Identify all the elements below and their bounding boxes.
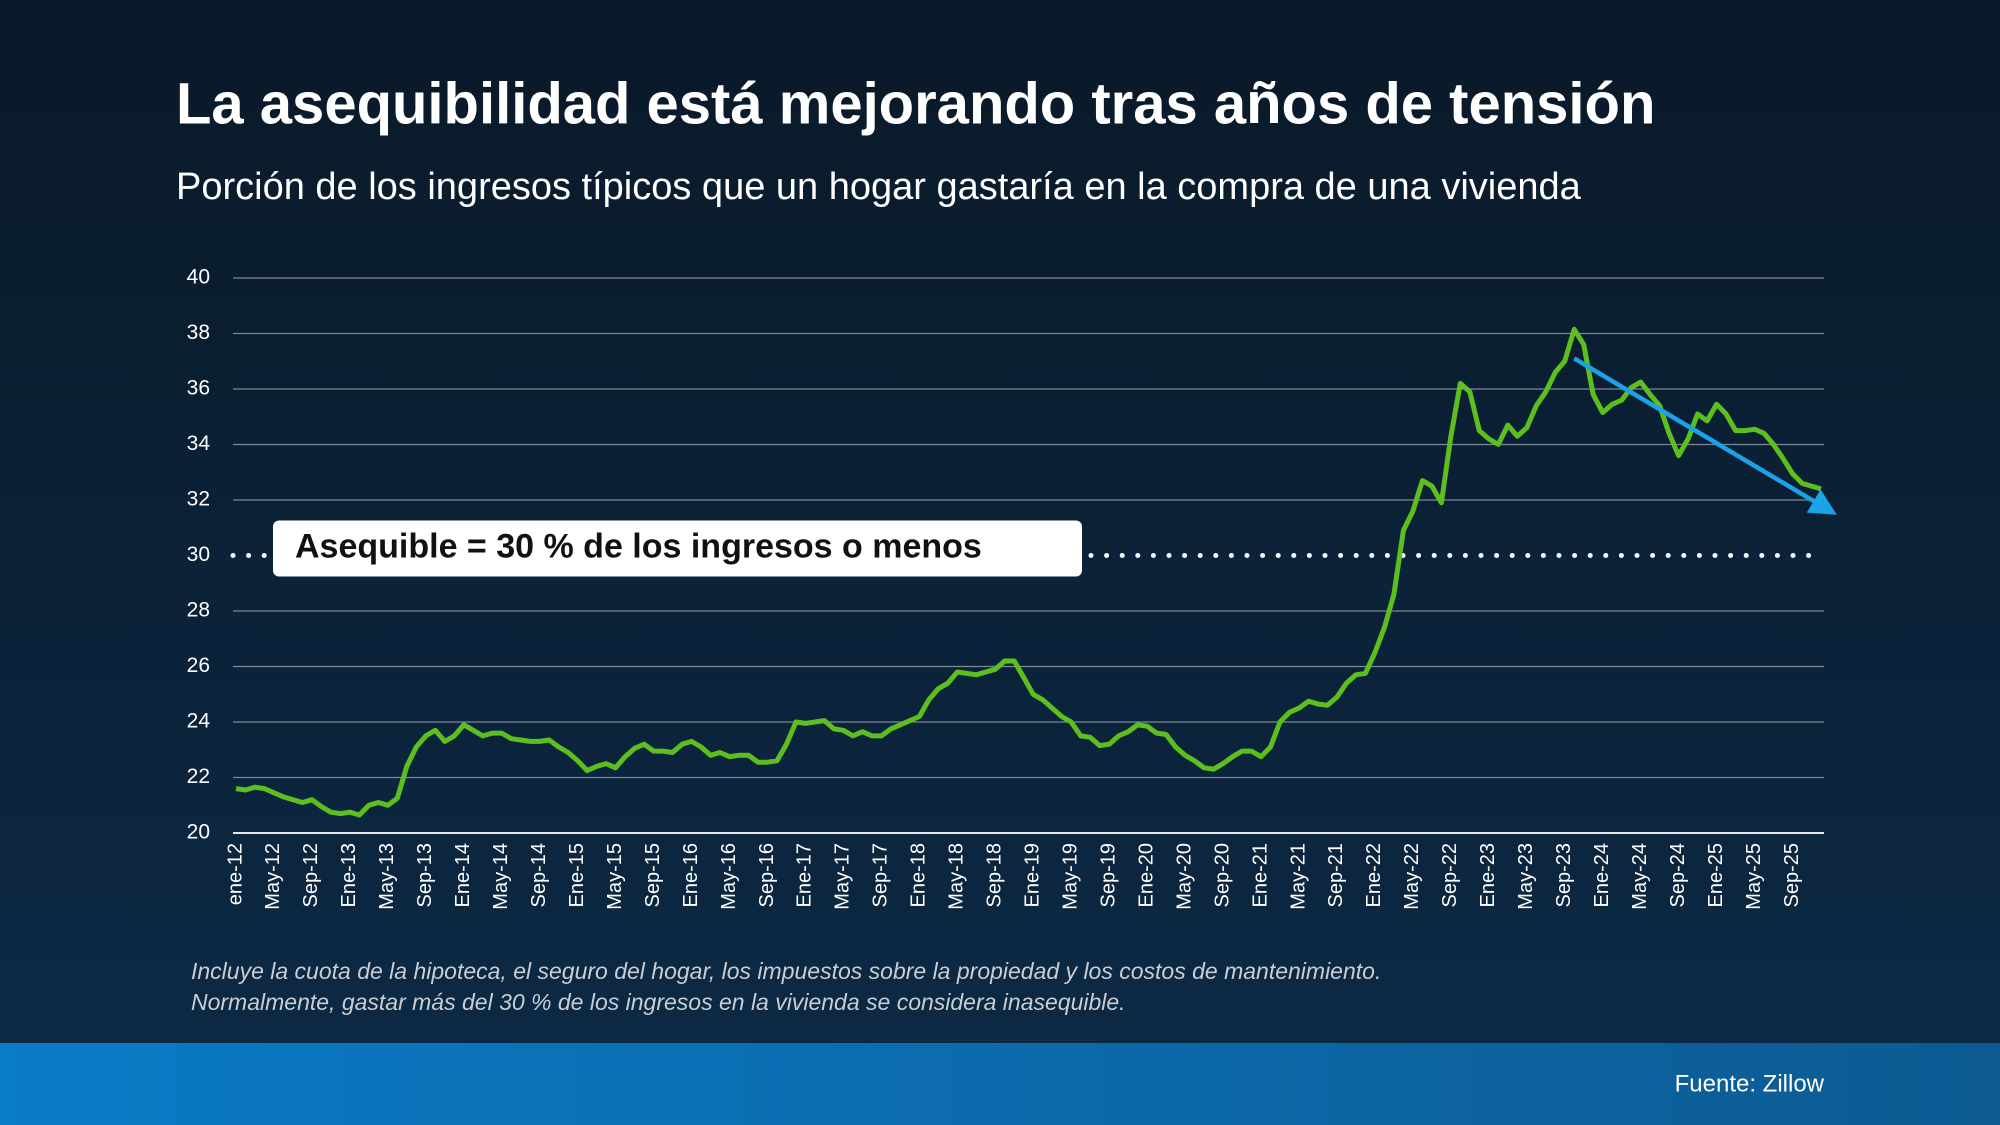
x-tick-label: May-25 <box>1743 843 1765 910</box>
x-tick-label: May-24 <box>1629 843 1651 910</box>
x-tick-label: Ene-21 <box>1249 843 1271 908</box>
y-tick-label: 22 <box>187 765 210 788</box>
x-tick-label: May-15 <box>604 843 626 910</box>
annotation-label: Asequible = 30 % de los ingresos o menos <box>295 527 982 565</box>
x-tick-label: Ene-18 <box>908 843 930 908</box>
x-tick-label: May-21 <box>1287 843 1309 910</box>
x-tick-label: Sep-23 <box>1553 843 1575 908</box>
footer-band <box>0 1043 2000 1125</box>
x-tick-label: Ene-16 <box>680 843 702 908</box>
x-tick-label: Sep-22 <box>1439 843 1461 908</box>
x-tick-label: Ene-17 <box>794 843 816 908</box>
x-tick-label: Ene-23 <box>1477 843 1499 908</box>
x-tick-label: Ene-13 <box>338 843 360 908</box>
x-tick-label: Sep-20 <box>1211 843 1233 908</box>
title: La asequibilidad está mejorando tras año… <box>176 71 1655 136</box>
x-tick-label: Sep-24 <box>1667 843 1689 908</box>
x-tick-label: Sep-12 <box>300 843 322 908</box>
x-tick-label: Ene-22 <box>1363 843 1385 908</box>
trend-arrow <box>1573 356 1837 515</box>
x-tick-label: May-14 <box>490 843 512 910</box>
x-tick-label: Sep-17 <box>870 843 892 908</box>
x-tick-label: Sep-25 <box>1781 843 1803 908</box>
footnote: Incluye la cuota de la hipoteca, el segu… <box>191 958 1381 984</box>
data-line <box>235 326 1822 818</box>
x-tick-label: Sep-16 <box>756 843 778 908</box>
x-tick-label: Sep-18 <box>984 843 1006 908</box>
y-tick-label: 20 <box>187 821 210 844</box>
x-tick-label: May-20 <box>1173 843 1195 910</box>
y-tick-label: 38 <box>187 321 210 344</box>
y-tick-label: 24 <box>187 710 211 733</box>
x-tick-label: May-23 <box>1515 843 1537 910</box>
x-tick-label: Ene-24 <box>1591 843 1613 908</box>
subtitle: Porción de los ingresos típicos que un h… <box>176 166 1582 208</box>
x-tick-label: Ene-25 <box>1705 843 1727 908</box>
x-tick-label: Sep-21 <box>1325 843 1347 908</box>
source: Fuente: Zillow <box>1675 1070 1825 1097</box>
x-tick-label: May-22 <box>1401 843 1423 910</box>
x-tick-label: May-12 <box>262 843 284 910</box>
x-tick-label: May-13 <box>376 843 398 910</box>
x-tick-label: May-19 <box>1059 843 1081 910</box>
x-tick-label: Ene-15 <box>566 843 588 908</box>
x-tick-label: Sep-13 <box>414 843 436 908</box>
x-tick-label: ene-12 <box>224 843 246 905</box>
x-tick-label: Ene-14 <box>452 843 474 908</box>
y-tick-label: 40 <box>187 266 210 289</box>
x-tick-label: Sep-15 <box>642 843 664 908</box>
x-tick-label: Ene-20 <box>1135 843 1157 908</box>
annotation-box <box>273 520 1082 577</box>
y-tick-label: 30 <box>187 543 210 566</box>
x-tick-label: May-16 <box>718 843 740 910</box>
x-tick-label: Ene-19 <box>1022 843 1044 908</box>
x-tick-label: May-18 <box>946 843 968 910</box>
y-tick-label: 26 <box>187 654 210 677</box>
y-tick-label: 32 <box>187 488 210 511</box>
x-tick-label: Sep-19 <box>1097 843 1119 908</box>
y-tick-label: 34 <box>187 432 211 455</box>
x-tick-label: Sep-14 <box>528 843 550 908</box>
footnote: Normalmente, gastar más del 30 % de los … <box>191 989 1126 1015</box>
y-tick-label: 28 <box>187 599 210 622</box>
y-tick-label: 36 <box>187 377 210 400</box>
x-tick-label: May-17 <box>832 843 854 910</box>
